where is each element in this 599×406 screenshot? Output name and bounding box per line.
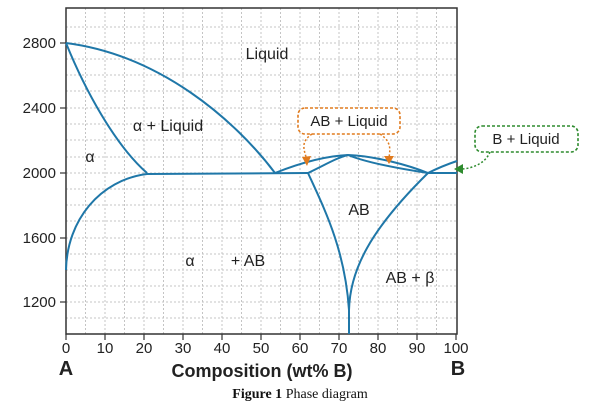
y-tick-label-2800: 2800 bbox=[23, 35, 56, 52]
callout-ab-liquid-arrow-right bbox=[379, 133, 391, 159]
x-tick-label-40: 40 bbox=[214, 340, 231, 357]
x-tick-label-0: 0 bbox=[62, 340, 70, 357]
x-tick-label-60: 60 bbox=[292, 340, 309, 357]
x-tick-label-90: 90 bbox=[409, 340, 426, 357]
eutectic-line-left bbox=[146, 172, 309, 175]
callout-b-liquid: B + Liquid bbox=[454, 125, 579, 174]
arrowhead-right-icon bbox=[384, 156, 394, 164]
region-ab-label: AB bbox=[348, 202, 369, 219]
liquidus-alpha-curve bbox=[65, 42, 148, 174]
callout-b-liquid-arrow bbox=[461, 151, 491, 170]
left-end-label: A bbox=[59, 358, 73, 380]
figure-caption-prefix: Figure 1 bbox=[232, 387, 282, 402]
plot-area bbox=[66, 8, 457, 334]
liquidus-b-curve bbox=[427, 160, 458, 174]
region-alpha-label: α bbox=[85, 149, 94, 166]
x-tick-label-100: 100 bbox=[443, 340, 468, 357]
region-liquid-label: Liquid bbox=[246, 46, 289, 63]
phase-boundaries bbox=[65, 42, 458, 334]
y-tick-label-2000: 2000 bbox=[23, 165, 56, 182]
callout-b-liquid-text: B + Liquid bbox=[492, 131, 559, 148]
x-tick-label-80: 80 bbox=[370, 340, 387, 357]
y-tick-label-1200: 1200 bbox=[23, 294, 56, 311]
ab-left-solid-line bbox=[307, 154, 349, 174]
grid bbox=[66, 8, 457, 334]
tick-marks bbox=[60, 42, 457, 340]
arrowhead-left-icon bbox=[302, 156, 311, 166]
region-ab-beta-label: AB + β bbox=[386, 270, 435, 287]
liquidus-left-curve bbox=[65, 42, 276, 174]
callout-ab-liquid-text: AB + Liquid bbox=[310, 113, 387, 130]
x-tick-label-30: 30 bbox=[175, 340, 192, 357]
y-tick-label-1600: 1600 bbox=[23, 230, 56, 247]
arrowhead-green-icon bbox=[454, 164, 463, 174]
ab-right-solid-line bbox=[347, 154, 429, 174]
right-end-label: B bbox=[451, 358, 465, 380]
liquidus-ab-left bbox=[274, 154, 349, 174]
ab-right-boundary bbox=[348, 172, 429, 311]
callout-b-liquid-box bbox=[474, 125, 579, 153]
solvus-alpha-curve bbox=[65, 173, 148, 271]
ab-left-boundary bbox=[307, 172, 350, 311]
region-alpha-ab-rest-label: + AB bbox=[231, 253, 265, 270]
y-tick-label-2400: 2400 bbox=[23, 100, 56, 117]
callout-ab-liquid-box bbox=[297, 107, 401, 135]
region-alpha-ab-alpha-label: α bbox=[185, 253, 194, 270]
callout-ab-liquid: AB + Liquid bbox=[297, 107, 401, 166]
figure-caption: Figure 1 Phase diagram bbox=[232, 387, 368, 402]
x-tick-label-50: 50 bbox=[253, 340, 270, 357]
x-axis-label: Composition (wt% B) bbox=[172, 361, 353, 381]
region-alpha-liquid-label: α + Liquid bbox=[133, 118, 203, 135]
figure-caption-text: Phase diagram bbox=[282, 387, 368, 402]
x-tick-label-70: 70 bbox=[331, 340, 348, 357]
x-tick-label-10: 10 bbox=[97, 340, 114, 357]
x-tick-label-20: 20 bbox=[136, 340, 153, 357]
